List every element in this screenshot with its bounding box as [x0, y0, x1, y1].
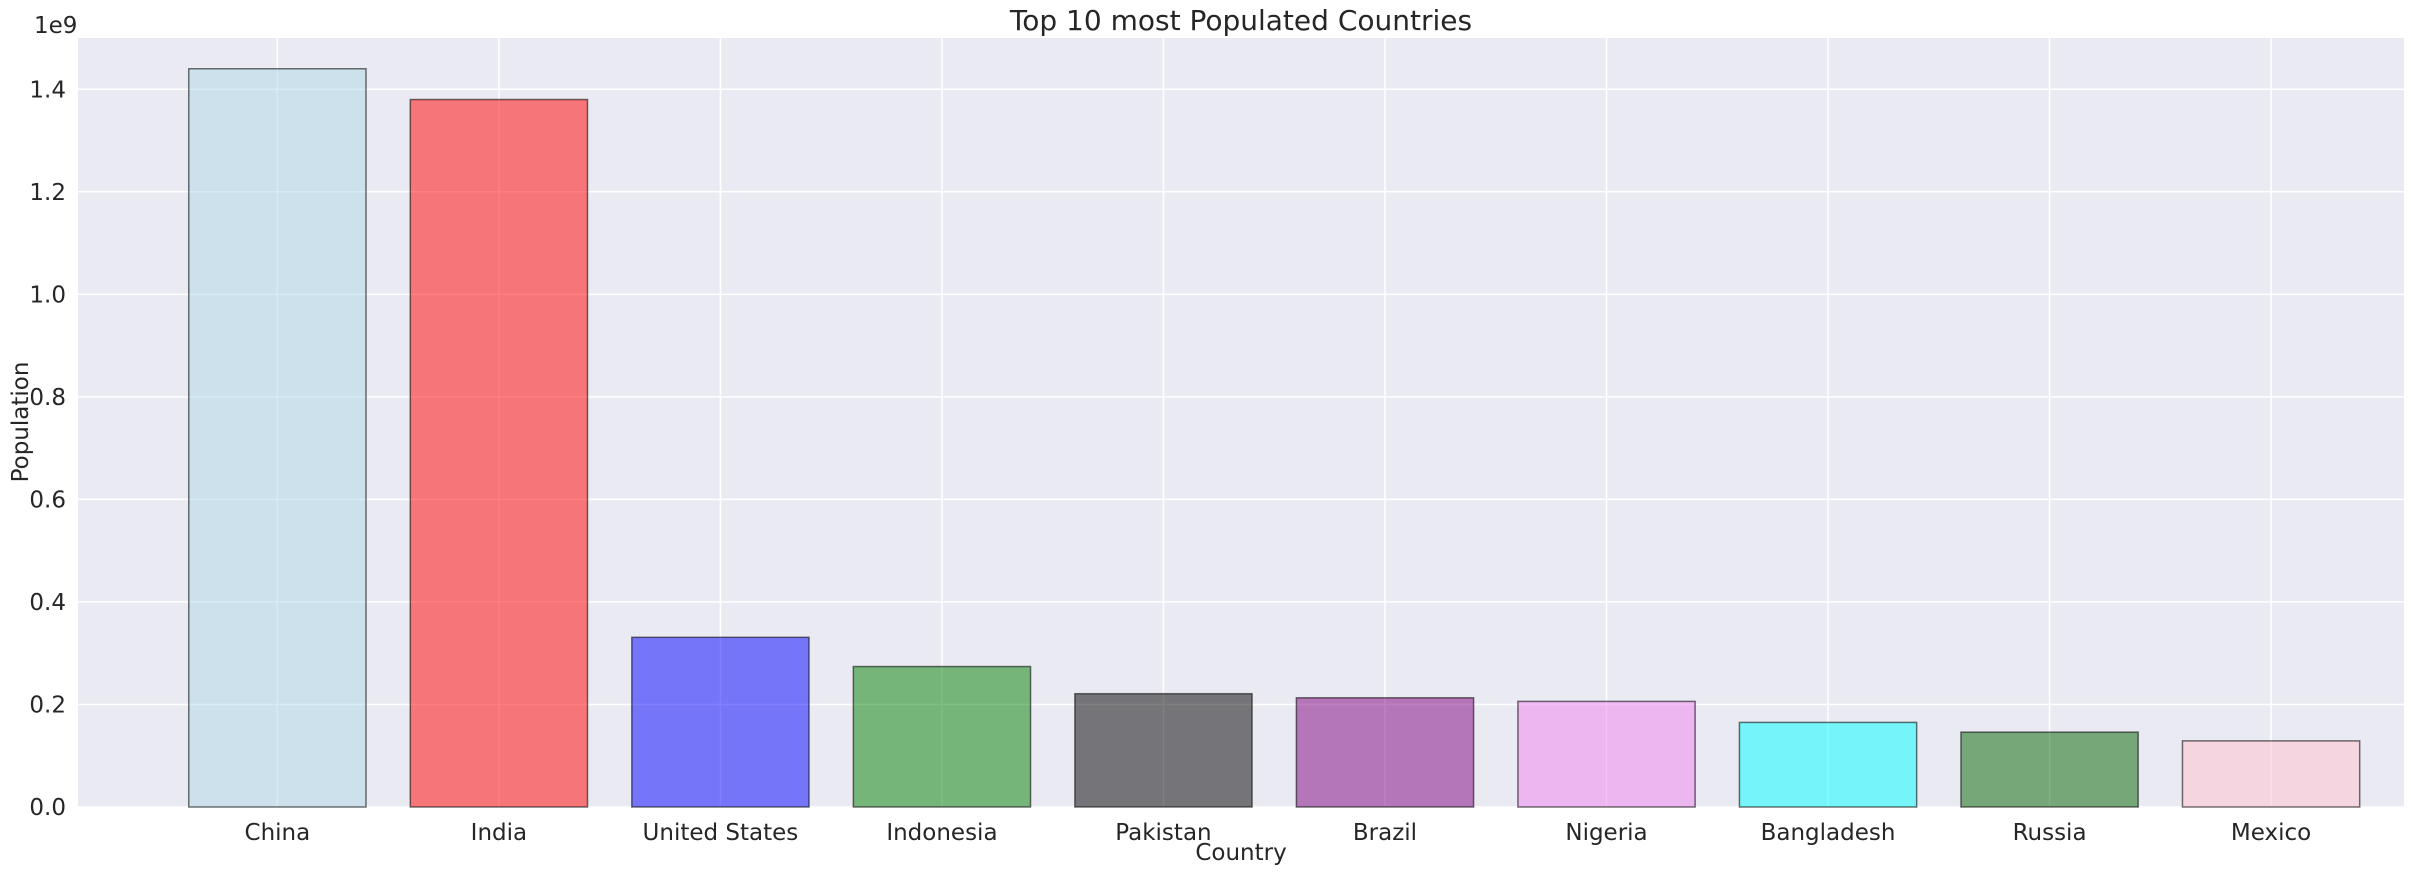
y-tick-label: 0.0 [29, 795, 66, 821]
y-tick-labels: 0.0 0.2 0.4 0.6 0.8 1.0 1.2 1.4 [29, 77, 66, 821]
bar-nigeria [1517, 700, 1696, 808]
y-tick-label: 0.8 [29, 385, 66, 411]
x-tick-label: Pakistan [1115, 820, 1211, 846]
x-tick-label: Russia [2013, 820, 2087, 846]
bar-mexico [2181, 740, 2361, 808]
y-offset-label: 1e9 [34, 13, 77, 39]
bar-pakistan [1074, 692, 1253, 808]
y-axis-label: Population [8, 362, 34, 483]
bar-china [188, 68, 367, 808]
x-tick-label: Nigeria [1565, 820, 1647, 846]
bars [188, 68, 2361, 808]
y-tick-label: 0.2 [29, 692, 66, 718]
x-tick-label: China [245, 820, 311, 846]
bar-bangladesh [1738, 721, 1918, 808]
x-tick-label: Bangladesh [1761, 820, 1896, 846]
x-tick-label: United States [643, 820, 799, 846]
x-tick-labels: China India United States Indonesia Pakistan… [245, 820, 2312, 846]
y-tick-label: 1.0 [29, 282, 66, 308]
y-tick-label: 0.6 [29, 487, 66, 513]
x-tick-label: Indonesia [886, 820, 997, 846]
bar-brazil [1295, 697, 1475, 808]
bar-india [409, 98, 589, 808]
y-tick-label: 0.4 [29, 590, 66, 616]
x-tick-label: Brazil [1353, 820, 1417, 846]
x-axis-label: Country [1195, 840, 1286, 866]
x-tick-label: India [471, 820, 527, 846]
bar-russia [1960, 731, 2139, 808]
y-tick-label: 1.2 [29, 180, 66, 206]
x-tick-label: Mexico [2231, 820, 2311, 846]
chart-title: Top 10 most Populated Countries [1009, 4, 1472, 37]
bar-united-states [631, 636, 810, 808]
bar-indonesia [852, 665, 1032, 808]
y-tick-label: 1.4 [29, 77, 66, 103]
